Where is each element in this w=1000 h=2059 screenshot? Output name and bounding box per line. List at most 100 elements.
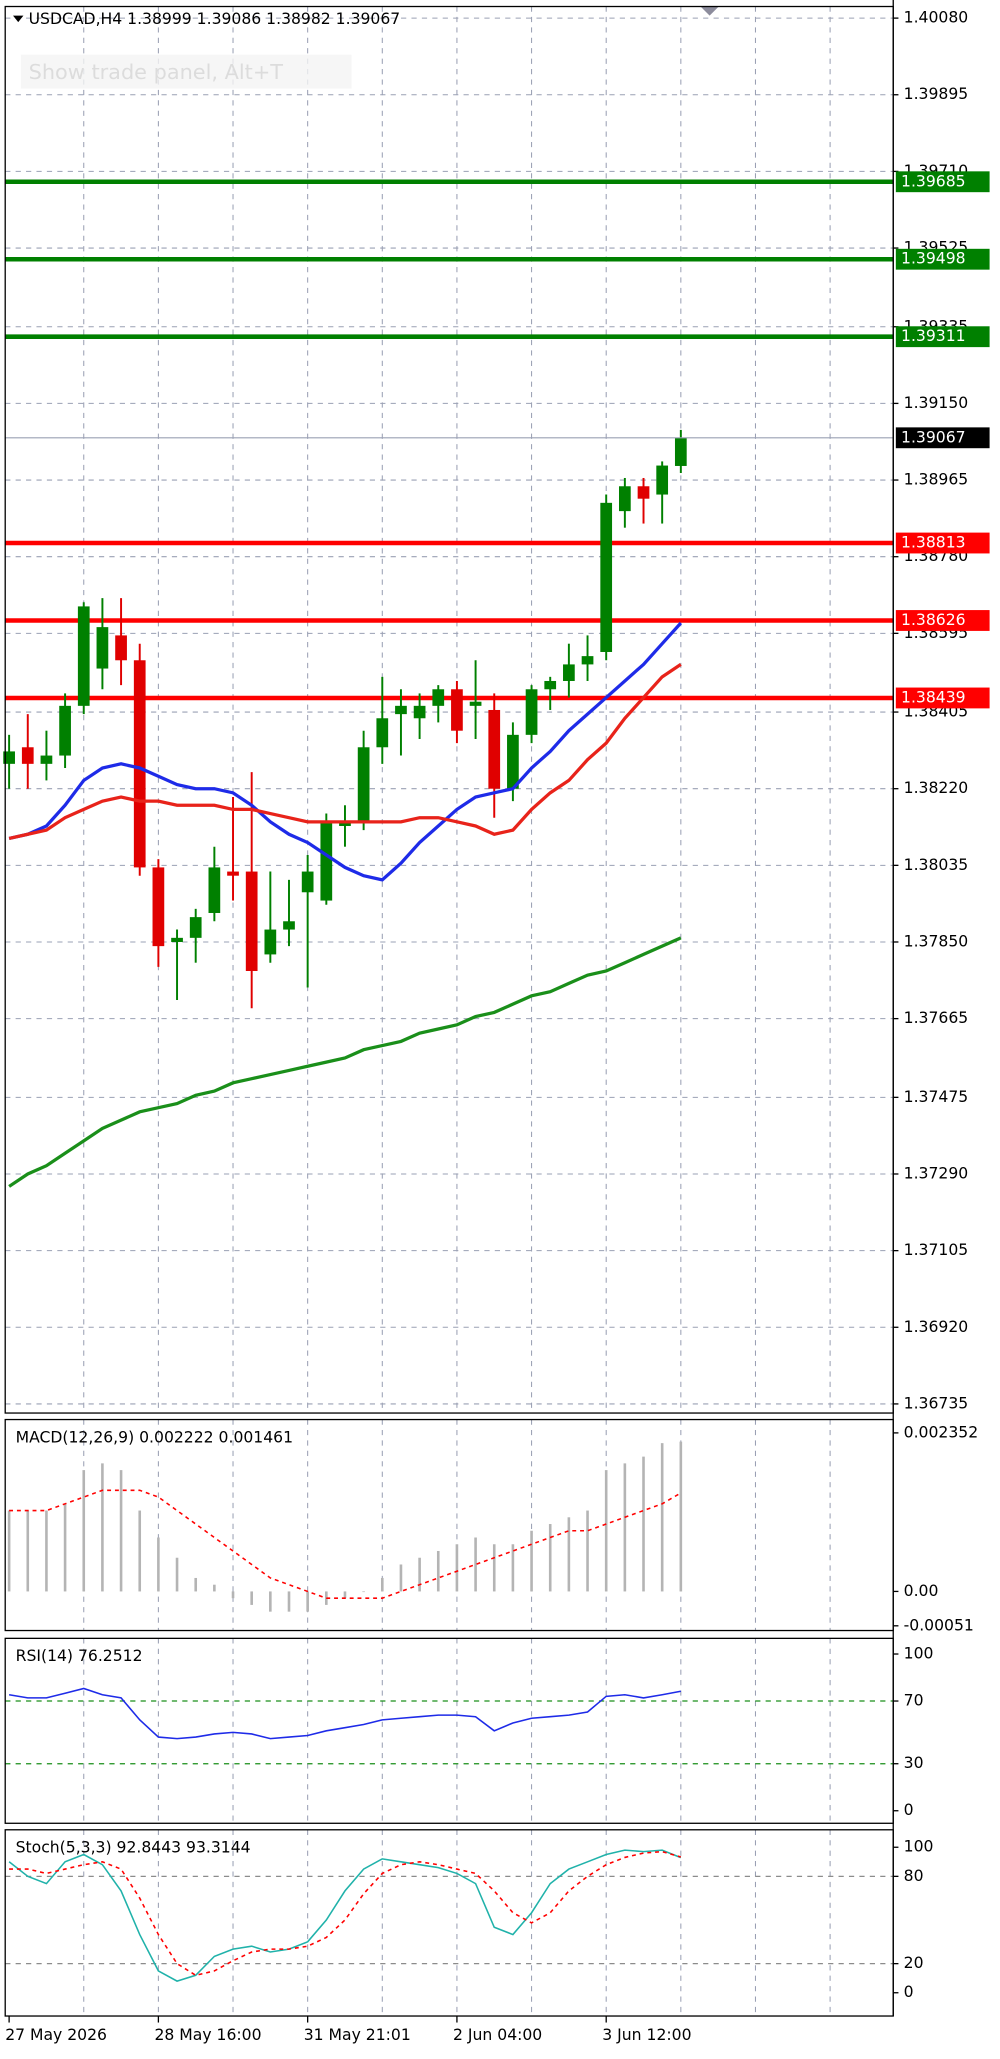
histogram-bar xyxy=(455,1544,459,1592)
level-label: 1.38626 xyxy=(901,611,966,629)
candle-body xyxy=(96,627,109,669)
y-tick-label: 1.37665 xyxy=(904,1009,969,1027)
y-tick-label: 1.38035 xyxy=(904,856,969,874)
candle-body xyxy=(171,937,183,942)
histogram-bar xyxy=(306,1591,309,1612)
histogram-bar xyxy=(213,1584,216,1592)
histogram-bar xyxy=(511,1544,515,1592)
candle-body xyxy=(563,664,575,681)
histogram-bar xyxy=(119,1470,123,1592)
y-tick-label: 1.36920 xyxy=(904,1318,969,1336)
histogram-bar xyxy=(399,1564,403,1592)
candle-body xyxy=(40,755,53,764)
y-tick-label: 1.38220 xyxy=(904,779,969,797)
histogram-bar xyxy=(26,1510,30,1592)
histogram-bar xyxy=(63,1503,67,1592)
histogram-bar xyxy=(157,1537,160,1592)
trade-panel-button[interactable] xyxy=(20,54,352,89)
level-label: 1.39311 xyxy=(901,327,966,345)
candle-body xyxy=(376,718,389,748)
indicator-line xyxy=(8,621,683,882)
indicator-title: MACD(12,26,9) 0.002222 0.001461 xyxy=(16,1428,293,1446)
trade-panel-button-label[interactable]: Show trade panel, Alt+T xyxy=(29,60,284,84)
level-label-box xyxy=(895,532,990,554)
histogram-bar xyxy=(679,1441,683,1592)
candle-body xyxy=(339,821,351,826)
indicator-line xyxy=(8,936,682,1188)
candle-body xyxy=(469,701,482,706)
histogram-bar xyxy=(231,1591,235,1599)
chart-layer: 1.400801.398951.397101.395251.393351.391… xyxy=(3,0,990,2044)
candle-body xyxy=(525,689,538,735)
histogram-bar xyxy=(138,1510,142,1592)
scroll-marker xyxy=(700,6,719,16)
y-tick-label: 30 xyxy=(904,1754,924,1772)
y-tick-label: 1.37105 xyxy=(904,1241,969,1259)
last-price-box xyxy=(895,427,990,449)
candle-body xyxy=(77,606,90,706)
histogram-bar xyxy=(604,1470,608,1592)
candle-body xyxy=(320,821,333,901)
candle-body xyxy=(432,689,445,706)
histogram-bar xyxy=(101,1463,104,1592)
candle-body xyxy=(283,921,295,930)
y-tick-label: 80 xyxy=(904,1867,924,1885)
histogram-bar xyxy=(269,1591,272,1612)
indicator-title: RSI(14) 76.2512 xyxy=(16,1647,143,1665)
histogram-bar xyxy=(642,1456,645,1592)
candle-body xyxy=(357,747,370,822)
y-tick-label: 1.39895 xyxy=(904,85,969,103)
indicator-line xyxy=(8,1849,682,1982)
y-tick-label: 1.37850 xyxy=(904,932,969,950)
candle-body xyxy=(581,656,594,665)
y-tick-label: 1.39150 xyxy=(904,394,969,412)
y-tick-label: 1.37475 xyxy=(904,1088,969,1106)
y-tick-label: 100 xyxy=(904,1838,934,1856)
level-label: 1.38813 xyxy=(901,534,966,552)
y-tick-label: 1.37290 xyxy=(904,1164,969,1182)
y-tick-label: 1.40080 xyxy=(904,9,969,27)
histogram-bar xyxy=(586,1510,589,1592)
candle-body xyxy=(656,465,669,495)
candle-body xyxy=(451,689,463,731)
histogram-bar xyxy=(343,1591,347,1599)
candle-body xyxy=(133,660,146,868)
y-tick-label: 1.36735 xyxy=(904,1394,969,1412)
menu-arrow[interactable] xyxy=(13,15,24,23)
indicator-line xyxy=(9,1489,682,1599)
candle-body xyxy=(544,680,557,690)
y-tick-label: -0.00051 xyxy=(904,1616,974,1634)
candle-body xyxy=(618,486,631,512)
y-tick-label: 100 xyxy=(904,1645,934,1663)
x-tick-label: 28 May 16:00 xyxy=(154,2026,261,2044)
level-label: 1.38439 xyxy=(901,688,966,706)
y-tick-label: 0.002352 xyxy=(904,1423,978,1441)
y-tick-label: 1.38965 xyxy=(904,471,969,489)
x-tick-label: 2 Jun 04:00 xyxy=(453,2026,542,2044)
candle-body xyxy=(208,867,221,913)
candle-body xyxy=(21,747,34,764)
candle-body xyxy=(59,705,71,756)
indicator-line xyxy=(8,663,682,841)
level-label: 1.39498 xyxy=(901,250,966,268)
candle-body xyxy=(395,705,407,715)
level-label-box xyxy=(895,171,990,193)
candle-body xyxy=(600,502,613,652)
candle-body xyxy=(245,871,258,971)
y-tick-label: 0 xyxy=(904,1983,914,2001)
candle-body xyxy=(674,437,687,466)
histogram-bar xyxy=(492,1544,496,1592)
indicator-title: Stoch(5,3,3) 92.8443 93.3144 xyxy=(16,1839,251,1857)
level-label: 1.39685 xyxy=(901,172,966,190)
histogram-bar xyxy=(82,1470,86,1592)
level-label-box xyxy=(895,610,990,631)
histogram-bar xyxy=(567,1517,571,1592)
candle-body xyxy=(3,751,15,764)
candle-body xyxy=(488,709,501,789)
histogram-bar xyxy=(623,1463,627,1592)
histogram-bar xyxy=(7,1510,11,1592)
histogram-bar xyxy=(175,1557,179,1592)
histogram-bar xyxy=(418,1557,421,1592)
